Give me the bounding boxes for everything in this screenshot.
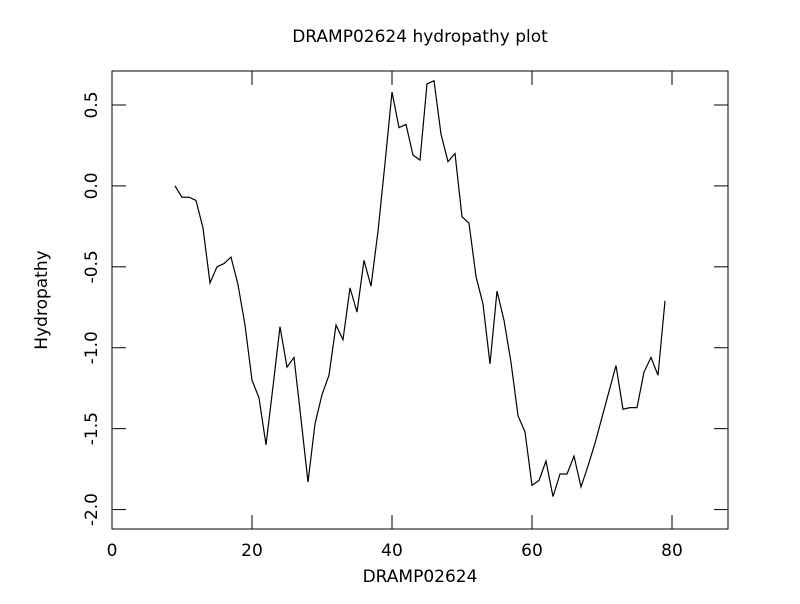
chart-title: DRAMP02624 hydropathy plot <box>292 27 548 47</box>
x-axis-label: DRAMP02624 <box>363 567 478 587</box>
x-tick-label: 40 <box>381 541 403 561</box>
hydropathy-line <box>174 79 666 497</box>
y-tick-label: -1.5 <box>82 412 102 445</box>
y-tick-label: -2.0 <box>82 493 102 526</box>
y-tick-label: 0.5 <box>82 91 102 118</box>
x-tick-label: 80 <box>661 541 683 561</box>
x-tick-label: 60 <box>521 541 543 561</box>
y-tick-label: 0.0 <box>82 172 102 199</box>
x-tick-label: 20 <box>241 541 263 561</box>
x-tick-label: 0 <box>107 541 118 561</box>
y-tick-label: -0.5 <box>82 250 102 283</box>
y-axis-label: Hydropathy <box>32 250 52 349</box>
y-tick-label: -1.0 <box>82 331 102 364</box>
plot-frame <box>111 70 729 530</box>
